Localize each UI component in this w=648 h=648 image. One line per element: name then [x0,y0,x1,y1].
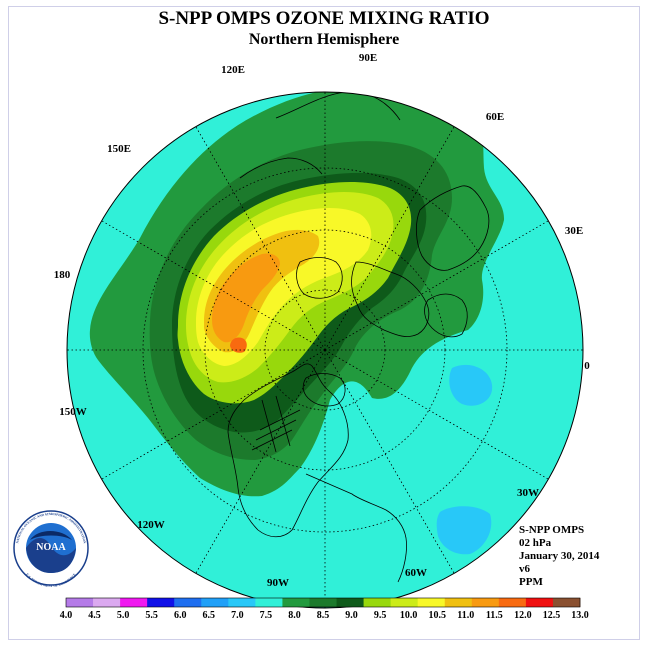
colorbar-label: 12.0 [514,610,532,621]
colorbar-label: 8.5 [317,610,330,621]
lon-label-120w: 120W [137,519,165,531]
colorbar-swatch [120,598,148,607]
info-date: January 30, 2014 [519,550,600,562]
noaa-logo-text: NOAA [36,542,66,553]
lon-label-120e: 120E [221,64,245,76]
colorbar-swatch [498,598,527,607]
colorbar-label: 6.0 [174,610,187,621]
colorbar-swatch [417,598,446,607]
colorbar-swatch [174,598,202,607]
info-units: PPM [519,576,543,588]
contour-12.0 [230,337,247,353]
colorbar-label: 11.0 [457,610,474,621]
colorbar-swatch [552,598,581,607]
lon-label-150w: 150W [59,406,87,418]
colorbar-label: 5.5 [145,610,158,621]
contour-7.0-atlantic [449,364,493,406]
colorbar-label: 10.0 [400,610,418,621]
colorbar-label: 13.0 [571,610,589,621]
lon-label-30w: 30W [517,487,539,499]
noaa-logo: NOAA NATIONAL OCEANIC AND ATMOSPHERIC AD… [13,510,89,588]
colorbar-label: 12.5 [543,610,561,621]
colorbar-outline [65,597,581,608]
colorbar-swatch [363,598,392,607]
colorbar-label: 9.0 [345,610,358,621]
colorbar-swatch [66,598,94,607]
contour-7.0-south [436,506,492,555]
info-version: v6 [519,563,530,575]
colorbar-label: 11.5 [486,610,503,621]
lon-label-90e: 90E [359,52,377,64]
ozone-contours [67,92,583,608]
lon-label-0: 0 [584,360,590,372]
colorbar-swatch [471,598,500,607]
lon-label-60w: 60W [405,567,427,579]
contour-11.5 [212,253,280,343]
map-subtitle: Northern Hemisphere [248,31,400,48]
lon-label-60e: 60E [486,111,504,123]
graticule [67,92,583,608]
colorbar-swatch [93,598,121,607]
coastlines [227,92,490,583]
lon-label-150e: 150E [107,143,131,155]
colorbar-swatch [390,598,419,607]
lon-label-30e: 30E [565,225,583,237]
colorbar-label: 4.0 [60,610,73,621]
colorbar-label: 8.0 [288,610,301,621]
colorbar-swatch [228,598,256,607]
map-title: S-NPP OMPS OZONE MIXING RATIO [158,8,490,29]
colorbar-label: 9.5 [374,610,387,621]
lon-label-180: 180 [54,269,71,281]
colorbar-swatch [201,598,229,607]
colorbar: 4.0 4.5 5.0 5.5 6.0 6.5 7.0 7.5 8.0 8.5 9.0 9.5 10.0… [60,597,589,621]
lon-label-90w: 90W [267,577,289,589]
info-instrument: S-NPP OMPS [519,524,585,536]
colorbar-label: 6.5 [203,610,216,621]
colorbar-swatch [147,598,175,607]
info-block: S-NPP OMPS 02 hPa January 30, 2014 v6 PP… [519,524,599,589]
colorbar-label: 5.0 [117,610,130,621]
colorbar-label: 4.5 [88,610,101,621]
colorbar-label: 7.0 [231,610,244,621]
colorbar-label: 7.5 [260,610,273,621]
colorbar-swatch [309,598,337,607]
colorbar-swatch [282,598,310,607]
colorbar-swatch [255,598,283,607]
colorbar-swatch [444,598,473,607]
colorbar-label: 10.5 [428,610,446,621]
colorbar-swatch [525,598,554,607]
map-border [66,91,584,609]
colorbar-swatch [336,598,364,607]
info-level: 02 hPa [519,537,552,549]
longitude-labels: 90E 120E 60E 150E 30E 180 0 150W 30W 120… [54,52,591,589]
